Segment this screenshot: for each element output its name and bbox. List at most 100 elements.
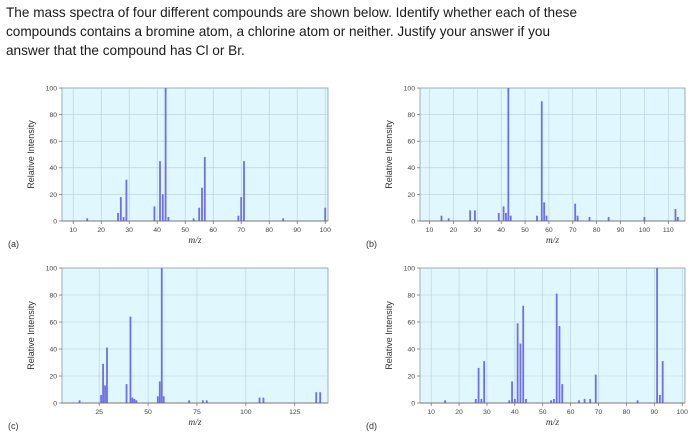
y-axis-label: Relative Intensity xyxy=(26,120,36,189)
y-tick-label: 40 xyxy=(49,165,57,172)
y-tick-label: 40 xyxy=(49,346,57,353)
spectrum-bar xyxy=(594,374,597,403)
x-tick-label: 80 xyxy=(593,227,601,234)
spectrum-bar xyxy=(135,400,138,403)
spectrum-bar xyxy=(516,323,519,403)
spectrum-bar xyxy=(106,347,108,403)
x-tick-label: 60 xyxy=(209,227,217,234)
spectrum-bar xyxy=(658,394,661,403)
spectrum-bar xyxy=(102,363,104,403)
spectrum-bar xyxy=(555,293,558,403)
spectrum-bar xyxy=(167,217,170,221)
x-tick-label: 10 xyxy=(426,227,434,234)
spectrum-bar xyxy=(164,88,167,221)
plot-area xyxy=(61,87,329,222)
panel-label: (d) xyxy=(366,421,377,431)
spectrum-bar xyxy=(160,268,163,403)
plot-area xyxy=(419,267,686,404)
spectrum-bar xyxy=(676,217,679,221)
plot-area xyxy=(61,267,329,404)
spectrum-bar xyxy=(117,213,119,221)
spectrum-bar xyxy=(324,207,327,221)
spectrum-bar xyxy=(258,397,261,403)
spectrum-bar xyxy=(507,88,510,221)
spectrum-bar xyxy=(469,210,472,221)
spectrum-bar xyxy=(237,215,240,221)
y-tick-label: 0 xyxy=(411,400,415,407)
question-line-2: compounds contains a bromine atom, a chl… xyxy=(6,24,551,39)
spectrum-bar xyxy=(513,398,516,403)
x-axis-label: m/z xyxy=(546,236,560,246)
spectrum-bar xyxy=(508,400,511,403)
x-tick-label: 50 xyxy=(521,227,529,234)
spectrum-bar xyxy=(550,400,553,403)
y-tick-label: 20 xyxy=(49,192,57,199)
x-axis-label: m/z xyxy=(188,236,202,246)
spectrum-bar xyxy=(477,367,480,403)
spectrum-bar xyxy=(509,215,512,221)
spectrum-bar xyxy=(203,157,206,221)
x-tick-label: 25 xyxy=(95,409,103,416)
spectrum-panel-a: 0 20 40 60 80 100 10 20 30 40 50 60 70 80 90 100 Relativ… xyxy=(0,80,340,249)
spectrum-bar xyxy=(643,217,646,221)
spectrum-bar xyxy=(198,207,201,221)
y-tick-label: 80 xyxy=(407,292,415,299)
spectrum-bar xyxy=(474,210,476,221)
spectrum-bar xyxy=(119,197,122,221)
spectrum-bar xyxy=(545,215,548,221)
spectrum-bar xyxy=(201,187,203,221)
y-tick-label: 20 xyxy=(49,373,57,380)
spectrum-bar xyxy=(162,396,165,403)
spectrum-bar xyxy=(440,215,443,221)
spectrum-bar xyxy=(578,400,580,403)
spectrum-bar xyxy=(192,218,195,221)
y-tick-label: 100 xyxy=(404,85,416,92)
spectrum-bar xyxy=(159,161,161,221)
question-line-3: answer that the compound has Cl or Br. xyxy=(6,43,245,58)
spectrum-bar xyxy=(543,202,546,221)
question-line-1: The mass spectra of four different compo… xyxy=(6,5,578,20)
spectrum-bar xyxy=(122,217,125,221)
spectrum-bar xyxy=(161,194,164,221)
spectrum-bar xyxy=(588,217,591,221)
spectrum-bar xyxy=(607,217,610,221)
spectrum-bar xyxy=(262,397,265,403)
spectrum-bar xyxy=(243,161,245,221)
spectrum-bar xyxy=(133,398,136,403)
spectrum-bar xyxy=(104,385,106,403)
x-tick-label: 110 xyxy=(663,227,674,234)
spectrum-bar xyxy=(205,400,208,403)
plot-area xyxy=(419,87,686,222)
x-tick-label: 10 xyxy=(69,227,77,234)
spectrum-bar xyxy=(474,398,477,403)
y-tick-label: 60 xyxy=(407,139,415,146)
spectrum-bar xyxy=(86,218,89,221)
x-tick-label: 90 xyxy=(293,227,301,234)
spectrum-bar xyxy=(319,392,322,403)
panel-label: (a) xyxy=(8,239,19,249)
y-axis-label: Relative Intensity xyxy=(384,301,394,370)
spectrum-bar xyxy=(153,206,156,221)
spectrum-bar xyxy=(131,397,134,403)
y-tick-label: 100 xyxy=(46,85,58,92)
spectrum-bar xyxy=(574,203,577,221)
spectrum-bar xyxy=(444,400,447,403)
spectrum-bar xyxy=(561,384,564,403)
y-tick-label: 20 xyxy=(407,373,415,380)
x-tick-label: 90 xyxy=(617,227,625,234)
y-tick-label: 60 xyxy=(49,319,57,326)
spectrum-bar xyxy=(522,305,525,403)
spectrum-bar xyxy=(540,101,543,221)
spectrum-bar xyxy=(188,400,191,403)
spectrum-bar xyxy=(201,400,204,403)
y-tick-label: 100 xyxy=(404,265,416,272)
spectrum-bar xyxy=(519,343,522,403)
spectrum-chart-d: 0 20 40 60 80 100 10 20 30 40 50 60 70 80 90 100 Relativ… xyxy=(366,265,688,431)
x-tick-label: 20 xyxy=(97,227,105,234)
spectrum-chart-a: 0 20 40 60 80 100 10 20 30 40 50 60 70 80 90 100 Relativ… xyxy=(8,85,331,249)
spectrum-bar xyxy=(583,398,586,403)
x-tick-label: 40 xyxy=(511,409,519,416)
spectrum-bar xyxy=(558,326,561,403)
spectrum-panel-d: 0 20 40 60 80 100 10 20 30 40 50 60 70 80 90 100 Relativ… xyxy=(358,260,693,436)
y-tick-label: 80 xyxy=(407,112,415,119)
